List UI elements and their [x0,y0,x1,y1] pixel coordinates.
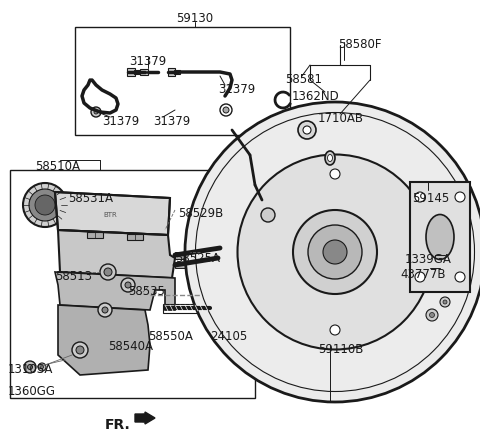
Circle shape [76,346,84,354]
Circle shape [443,300,447,304]
Text: 58581: 58581 [285,73,322,86]
Circle shape [98,303,112,317]
Text: 1710AB: 1710AB [318,112,364,125]
Circle shape [293,210,377,294]
Text: 1310SA: 1310SA [8,363,53,376]
Bar [210,303,222,314]
Circle shape [330,325,340,335]
Circle shape [94,110,98,114]
Ellipse shape [327,154,333,162]
Circle shape [24,361,36,373]
Text: BTR: BTR [103,212,117,218]
Circle shape [415,272,425,282]
Text: 58531A: 58531A [68,192,113,205]
Circle shape [223,107,229,113]
Text: 58525A: 58525A [175,252,220,265]
Text: 58535: 58535 [128,285,165,298]
Circle shape [455,192,465,202]
Circle shape [243,303,253,313]
Circle shape [121,278,135,292]
Circle shape [440,297,450,307]
Bar [163,304,212,313]
Circle shape [330,169,340,179]
Text: 31379: 31379 [130,55,167,68]
Circle shape [40,365,44,368]
Circle shape [430,312,434,317]
Circle shape [455,272,465,282]
Circle shape [221,301,235,315]
Circle shape [426,309,438,321]
Circle shape [185,102,480,402]
Text: 59130: 59130 [177,12,214,25]
Circle shape [72,342,88,358]
Polygon shape [58,305,150,375]
Text: 59110B: 59110B [318,343,363,356]
Circle shape [102,307,108,313]
Bar [134,70,140,74]
Polygon shape [55,192,170,235]
Ellipse shape [426,214,454,259]
FancyArrow shape [135,412,155,424]
Text: 58580F: 58580F [338,38,382,51]
Circle shape [308,225,362,279]
Text: 58540A: 58540A [108,340,153,353]
Text: 1360GG: 1360GG [8,385,56,398]
Bar [168,68,175,76]
Bar [410,182,470,292]
Text: 31379: 31379 [218,83,255,96]
Ellipse shape [325,151,335,165]
Circle shape [23,183,67,227]
Circle shape [213,249,223,259]
Bar [75,27,290,135]
Bar [10,170,255,398]
Circle shape [104,268,112,276]
Bar [175,252,215,259]
Circle shape [415,192,425,202]
Circle shape [323,240,347,264]
Circle shape [213,258,223,268]
Bar [87,232,103,238]
Polygon shape [58,230,175,278]
Circle shape [261,208,275,222]
Text: 1362ND: 1362ND [292,90,340,103]
Circle shape [125,282,131,288]
Circle shape [35,195,55,215]
Circle shape [27,364,33,369]
Bar [127,234,143,240]
Text: 58513: 58513 [55,270,92,283]
Text: 58529B: 58529B [178,207,223,220]
Text: 31379: 31379 [102,115,139,128]
Circle shape [238,154,432,349]
Circle shape [29,189,61,221]
Bar [140,69,148,75]
Text: 58510A: 58510A [35,160,80,173]
Text: 31379: 31379 [153,115,190,128]
Text: FR.: FR. [105,418,131,432]
Text: 58550A: 58550A [148,330,193,343]
Bar [127,68,135,76]
Polygon shape [55,272,175,310]
Circle shape [216,296,240,320]
Text: 1339GA: 1339GA [405,253,452,266]
Circle shape [91,107,101,117]
Text: 59145: 59145 [412,192,449,205]
Circle shape [38,363,46,371]
Circle shape [238,298,258,318]
Bar [175,262,215,268]
Bar [174,70,180,74]
Text: 24105: 24105 [210,330,247,343]
Circle shape [303,126,311,134]
Circle shape [298,121,316,139]
Text: 43777B: 43777B [400,268,445,281]
Circle shape [100,264,116,280]
